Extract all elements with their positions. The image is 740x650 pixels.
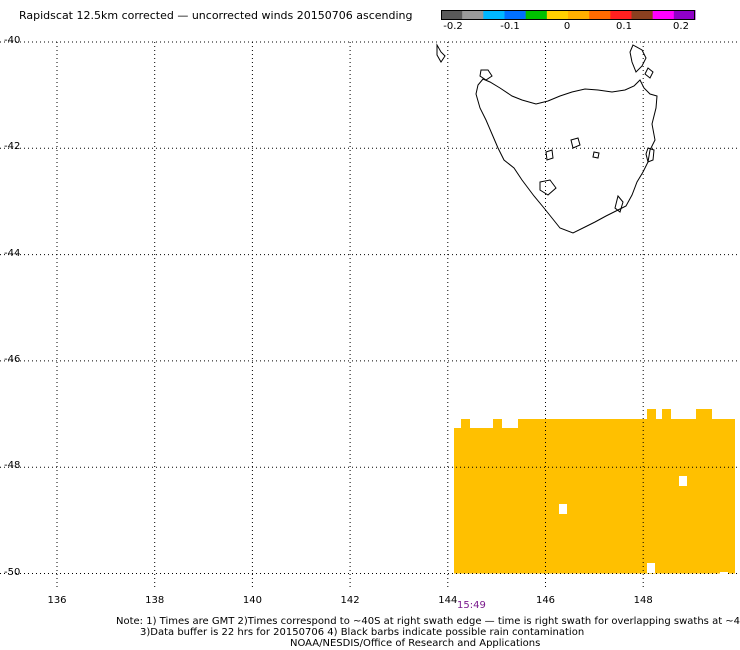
longitude-label: 136 — [47, 595, 67, 606]
missing-data-cells — [559, 476, 728, 582]
missing-cell — [647, 563, 655, 573]
island-bruny — [614, 194, 624, 213]
latitude-label: -44 — [4, 247, 21, 259]
colorbar-segment — [525, 10, 548, 20]
swath-notch — [493, 419, 502, 429]
colorbar-border — [441, 10, 695, 20]
note-line-1: Note: 1) Times are GMT 2)Times correspon… — [116, 616, 740, 627]
lake-4 — [539, 179, 557, 196]
colorbar-segment — [652, 10, 675, 20]
swath-notch — [461, 419, 470, 429]
longitude-label: 146 — [535, 595, 556, 606]
colorbar-tick-label: 0.2 — [673, 21, 689, 32]
missing-cell — [559, 504, 567, 514]
colorbar-segment — [441, 10, 463, 20]
colorbar-segment — [504, 10, 527, 20]
island-hunter — [479, 69, 493, 81]
island-king — [436, 43, 446, 63]
lake-3 — [592, 151, 600, 159]
longitude-label: 140 — [242, 595, 262, 606]
latitude-label: -50 — [4, 566, 21, 578]
island-clarke — [644, 67, 654, 79]
colorbar-tick-label: -0.2 — [443, 21, 463, 32]
colorbar-segment — [462, 10, 484, 20]
island-maria — [645, 147, 655, 163]
latitude-label: -42 — [4, 141, 21, 153]
longitude-label: 144 — [438, 595, 458, 606]
latitude-label: -40 — [4, 35, 21, 46]
swath-notch — [696, 409, 712, 420]
colorbar-tick-label: 0 — [563, 21, 571, 32]
chart-title: Rapidscat 12.5km corrected — uncorrected… — [19, 9, 413, 22]
longitude-label: 148 — [633, 595, 653, 606]
missing-cell — [679, 476, 687, 486]
longitude-label: 138 — [145, 595, 165, 606]
swath-notch — [647, 409, 656, 420]
swath-notch — [662, 409, 671, 420]
colorbar-segment — [589, 10, 611, 20]
colorbar-segment — [568, 10, 590, 20]
colorbar-tick-label: 0.1 — [616, 21, 632, 32]
latitude-label: -46 — [4, 353, 21, 365]
longitude-label: 142 — [340, 595, 360, 606]
colorbar-segment — [610, 10, 632, 20]
lake-2 — [545, 149, 554, 161]
grid-lines — [0, 41, 740, 588]
lake-1 — [570, 137, 581, 149]
note-line-2: 3)Data buffer is 22 hrs for 20150706 4) … — [140, 627, 585, 638]
colorbar — [441, 10, 696, 20]
swath-area — [454, 409, 735, 574]
swath-body — [454, 428, 735, 574]
island-flinders — [629, 44, 647, 73]
colorbar-segment — [631, 10, 654, 20]
tasmania-coastline — [475, 78, 658, 234]
colorbar-segment — [483, 10, 505, 20]
colorbar-segment — [546, 10, 569, 20]
latitude-label: -48 — [4, 460, 21, 472]
missing-cell — [720, 572, 728, 582]
colorbar-segment — [673, 10, 696, 20]
swath-top — [518, 419, 735, 429]
swath-time-label: 15:49 — [457, 600, 486, 611]
colorbar-tick-label: -0.1 — [500, 21, 520, 32]
note-line-3: NOAA/NESDIS/Office of Research and Appli… — [290, 638, 541, 649]
